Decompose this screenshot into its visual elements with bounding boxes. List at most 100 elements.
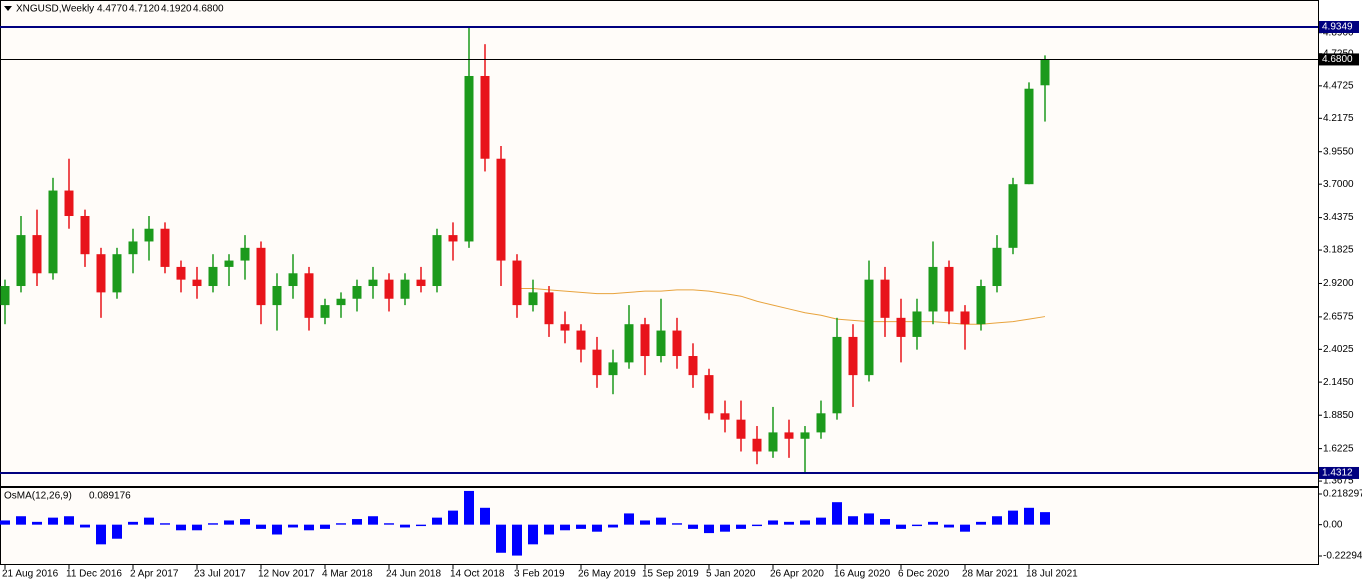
histogram-bar	[800, 520, 810, 525]
histogram-bar	[448, 510, 458, 525]
candle-body	[208, 266, 218, 287]
histogram-bar	[416, 524, 426, 527]
candle-body	[864, 279, 874, 376]
x-tick-label: 3 Feb 2019	[514, 569, 565, 580]
histogram-bar	[368, 516, 378, 525]
histogram-bar	[208, 523, 218, 525]
histogram-bar	[880, 519, 890, 525]
y-tick-label: 3.9550	[1323, 146, 1354, 157]
price-level-label: 1.4312	[1322, 468, 1353, 479]
candle-body	[320, 305, 330, 318]
candle-body	[720, 413, 730, 420]
price-level-label: 4.9349	[1322, 22, 1353, 33]
candle-body	[816, 413, 826, 433]
histogram-bar	[128, 521, 138, 525]
histogram-bar	[608, 524, 618, 528]
y-tick-label: 2.6575	[1323, 312, 1354, 323]
y-tick-label: 0.218297	[1323, 489, 1362, 500]
candle-body	[48, 190, 58, 274]
histogram-bar	[944, 524, 954, 528]
histogram-bar	[320, 524, 330, 529]
histogram-bar	[64, 516, 74, 525]
x-tick-label: 26 May 2019	[578, 569, 636, 580]
histogram-bar	[432, 517, 442, 525]
candle-body	[224, 260, 234, 267]
x-tick-label: 2 Apr 2017	[130, 569, 179, 580]
candle-body	[784, 432, 794, 439]
candle-body	[128, 241, 138, 255]
candle-body	[896, 317, 906, 337]
candle-body	[912, 311, 922, 337]
histogram-bar	[336, 523, 346, 525]
histogram-bar	[1040, 512, 1050, 525]
candle-body	[32, 235, 42, 274]
y-tick-label: 1.3675	[1323, 476, 1354, 487]
x-tick-label: 15 Sep 2019	[642, 569, 699, 580]
histogram-bar	[832, 502, 842, 525]
price-level-box	[1319, 53, 1359, 66]
candle-body	[176, 266, 186, 280]
histogram-bar	[16, 516, 26, 525]
candle-body	[464, 75, 474, 242]
candle-body	[384, 279, 394, 299]
histogram-bar	[32, 521, 42, 525]
candle-body	[560, 324, 570, 331]
indicator-panel	[0, 487, 1319, 565]
candle-body	[240, 247, 250, 261]
y-tick-label: 4.4725	[1323, 80, 1354, 91]
quote-high: 4.7120	[129, 4, 160, 15]
candle-body	[288, 273, 298, 287]
histogram-bar	[848, 516, 858, 525]
histogram-bar	[0, 520, 10, 525]
histogram-bar	[816, 517, 826, 525]
indicator-value: 0.089176	[89, 491, 131, 502]
candle-body	[400, 279, 410, 299]
y-tick-label: 0.00	[1323, 519, 1343, 530]
price-panel	[0, 0, 1319, 487]
menu-arrow[interactable]	[4, 6, 12, 11]
candle-body	[832, 336, 842, 414]
candle-body	[752, 438, 762, 452]
histogram-bar	[48, 517, 58, 525]
candle-body	[528, 292, 538, 306]
candle-body	[624, 324, 634, 363]
histogram-bar	[704, 524, 714, 534]
histogram-bar	[560, 524, 570, 531]
x-tick-label: 23 Jul 2017	[194, 569, 246, 580]
candle-body	[992, 247, 1002, 287]
histogram-bar	[640, 520, 650, 525]
histogram-bar	[1008, 510, 1018, 525]
candle-body	[672, 330, 682, 357]
histogram-bar	[272, 524, 282, 535]
histogram-bar	[160, 523, 170, 525]
histogram-bar	[496, 524, 506, 553]
histogram-bar	[384, 523, 394, 525]
candle-body	[688, 356, 698, 376]
y-tick-label: 3.7000	[1323, 179, 1354, 190]
candle-body	[0, 286, 10, 306]
y-tick-label: 2.9200	[1323, 278, 1354, 289]
histogram-bar	[80, 524, 90, 528]
candle-body	[960, 311, 970, 325]
candle-body	[432, 235, 442, 287]
x-tick-label: 21 Aug 2016	[2, 569, 59, 580]
x-tick-label: 24 Jun 2018	[386, 569, 441, 580]
x-tick-label: 4 Mar 2018	[322, 569, 373, 580]
histogram-bar	[672, 523, 682, 525]
histogram-bar	[864, 513, 874, 525]
x-tick-label: 6 Dec 2020	[898, 569, 950, 580]
candle-body	[448, 235, 458, 242]
candle-body	[64, 190, 74, 217]
histogram-bar	[400, 524, 410, 528]
quote-low: 4.1920	[161, 4, 192, 15]
candle-body	[160, 228, 170, 267]
histogram-bar	[992, 516, 1002, 525]
histogram-bar	[736, 524, 746, 529]
histogram-bar	[352, 519, 362, 525]
x-tick-label: 5 Jan 2020	[706, 569, 756, 580]
candle-body	[576, 330, 586, 350]
indicator-title: OsMA(12,26,9)	[4, 491, 72, 502]
histogram-bar	[688, 524, 698, 529]
candle-body	[736, 419, 746, 439]
